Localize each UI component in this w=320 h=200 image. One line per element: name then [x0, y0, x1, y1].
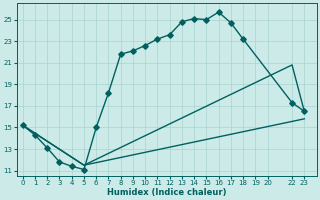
X-axis label: Humidex (Indice chaleur): Humidex (Indice chaleur): [107, 188, 226, 197]
